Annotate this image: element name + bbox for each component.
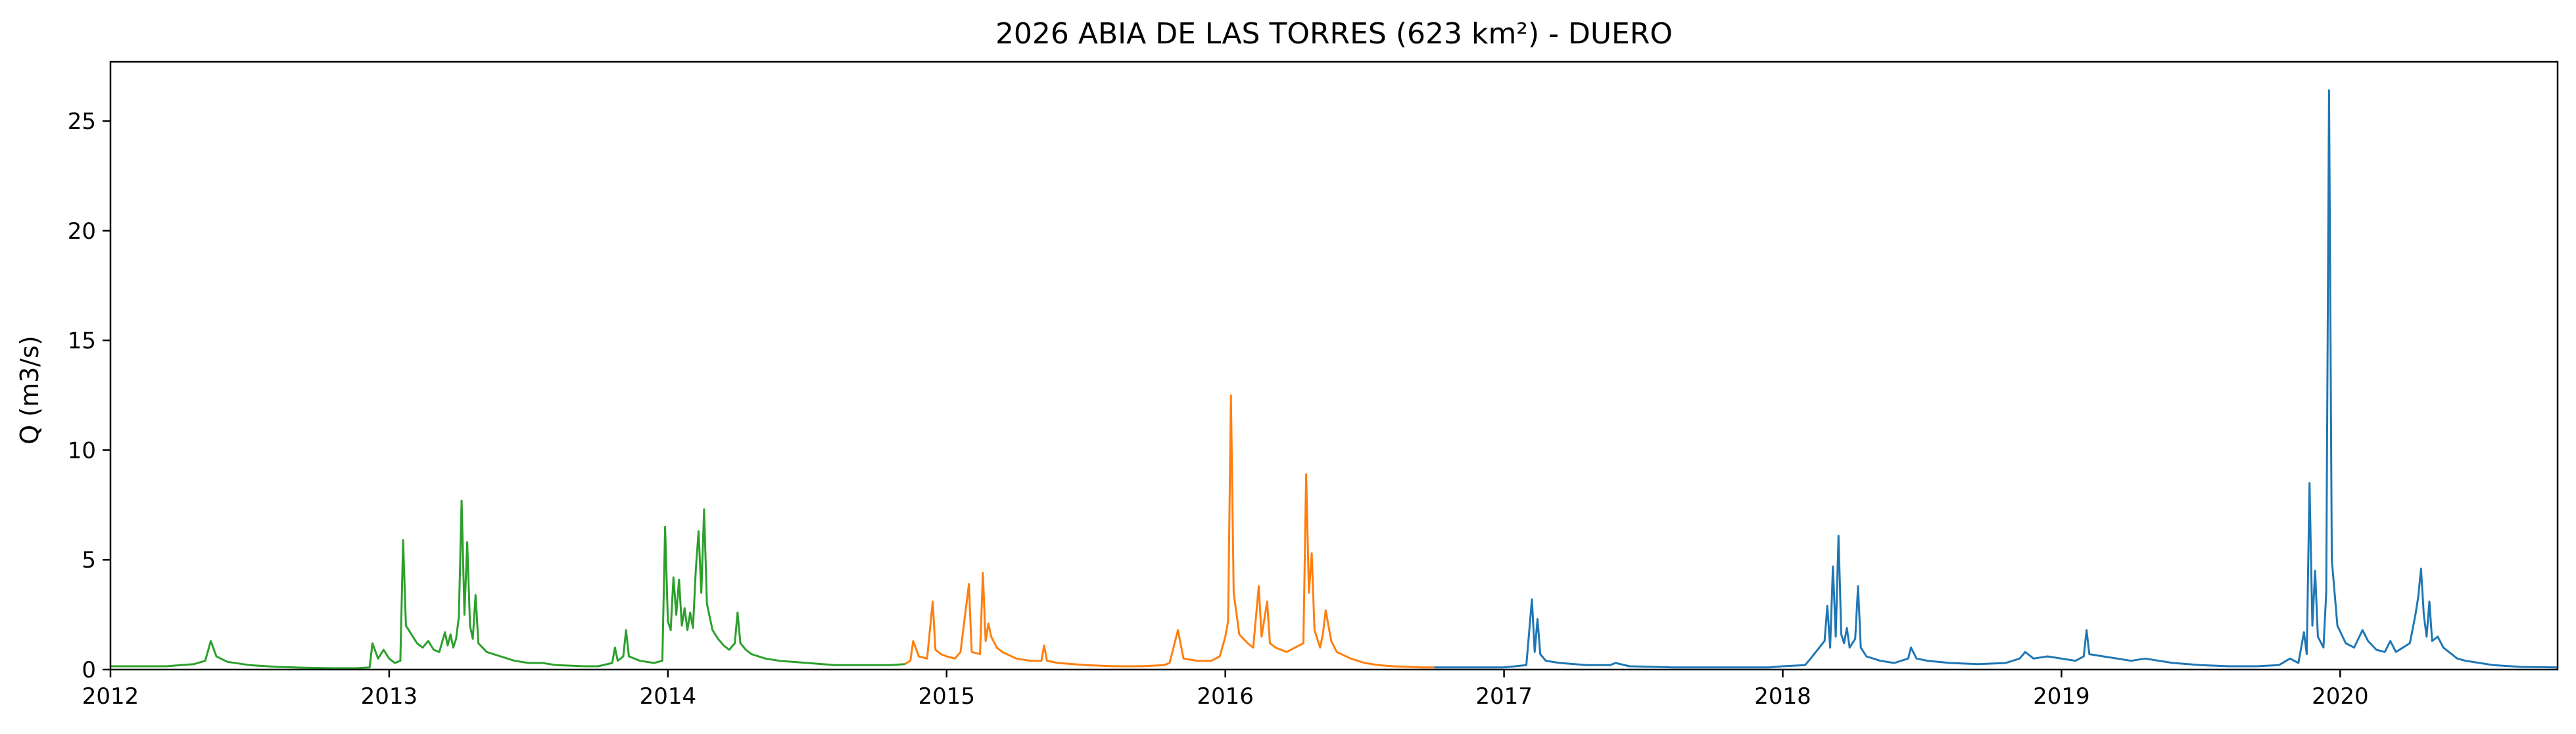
x-tick-label: 2018: [1754, 683, 1811, 710]
y-axis: 0 5 10 15 20 25: [68, 109, 110, 683]
x-tick-label: 2017: [1475, 683, 1533, 710]
series-layer: [110, 89, 2558, 670]
x-tick-label: 2019: [2033, 683, 2090, 710]
y-tick-label: 20: [68, 218, 96, 245]
y-tick-label: 15: [68, 328, 96, 355]
x-tick-label: 2013: [361, 683, 418, 710]
series-line-2: [904, 394, 1435, 669]
chart-title: 2026 ABIA DE LAS TORRES (623 km²) - DUER…: [995, 17, 1673, 51]
x-axis: 2012 2013 2014 2015 2016 2017 2018 2019 2020: [82, 670, 2369, 710]
y-tick-label: 5: [82, 547, 96, 574]
x-tick-label: 2016: [1197, 683, 1254, 710]
x-tick-label: 2014: [640, 683, 697, 710]
series-line-3: [1434, 89, 2558, 669]
x-tick-label: 2012: [82, 683, 139, 710]
x-tick-label: 2020: [2312, 683, 2369, 710]
y-tick-label: 10: [68, 437, 96, 464]
x-tick-label: 2015: [918, 683, 975, 710]
series-line-1: [110, 499, 905, 670]
y-tick-label: 25: [68, 109, 96, 135]
plot-frame: [109, 61, 2559, 671]
y-tick-label: 0: [82, 657, 96, 683]
y-axis-label: Q (m3/s): [15, 335, 44, 444]
